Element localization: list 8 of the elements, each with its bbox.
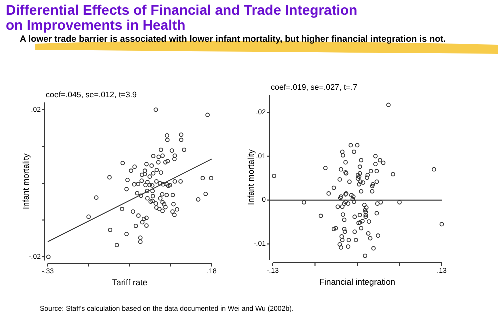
x-axis-title: Tariff rate	[112, 278, 148, 288]
x-axis-title: Financial integration	[319, 277, 396, 287]
text: A lower trade barrier is associated with lower infant mortality, but higher financial integration is not.	[20, 34, 446, 44]
chart-title: Differential Effects of Financial and Trade Integration on Improvements in Health	[6, 2, 358, 33]
text: coef=.045, se=.012, t=3.9	[46, 90, 138, 100]
y-axis-title: Infant mortality	[246, 148, 256, 206]
text: coef=.019, se=.027, t=.7	[271, 83, 358, 92]
y-axis-title: Infant mortality	[21, 153, 31, 210]
